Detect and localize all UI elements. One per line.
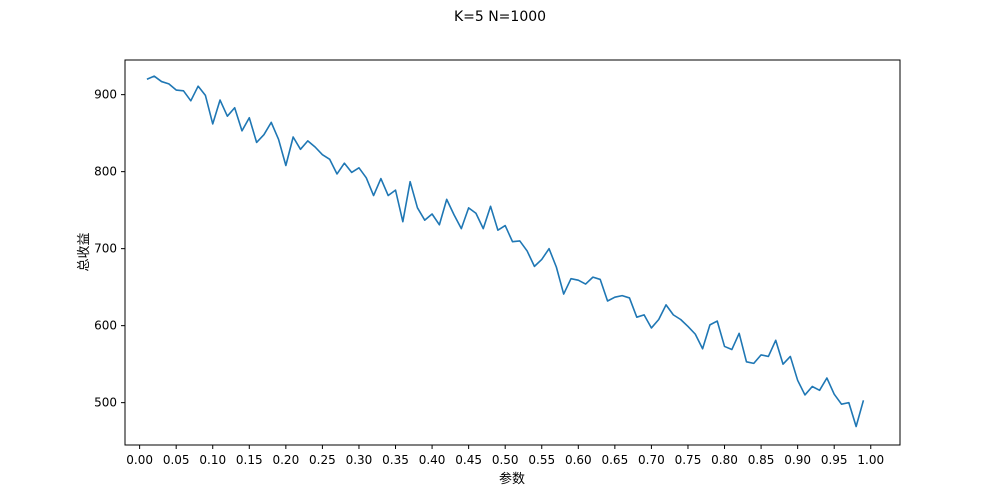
- x-tick-label: 0.00: [126, 453, 153, 467]
- x-tick-label: 0.05: [163, 453, 190, 467]
- x-tick-label: 0.35: [382, 453, 409, 467]
- x-tick-label: 0.45: [455, 453, 482, 467]
- x-tick-label: 0.10: [199, 453, 226, 467]
- x-tick-label: 0.95: [821, 453, 848, 467]
- x-tick-label: 0.55: [528, 453, 555, 467]
- y-tick-label: 800: [94, 165, 117, 179]
- y-tick-label: 500: [94, 396, 117, 410]
- x-tick-label: 1.00: [857, 453, 884, 467]
- x-axis: 0.00 0.05 0.10 0.15 0.20 0.25 0.30 0.35 0.40 0.45…: [126, 445, 884, 467]
- x-tick-label: 0.70: [638, 453, 665, 467]
- x-tick-label: 0.15: [236, 453, 263, 467]
- x-tick-label: 0.30: [346, 453, 373, 467]
- chart-title: K=5 N=1000: [454, 9, 546, 25]
- x-axis-label: 参数: [499, 471, 525, 487]
- x-tick-label: 0.60: [565, 453, 592, 467]
- x-tick-label: 0.40: [419, 453, 446, 467]
- x-tick-label: 0.90: [784, 453, 811, 467]
- plot-area-frame: [124, 59, 901, 446]
- x-tick-label: 0.85: [748, 453, 775, 467]
- x-tick-label: 0.80: [711, 453, 738, 467]
- x-tick-label: 0.25: [309, 453, 336, 467]
- x-tick-label: 0.65: [601, 453, 628, 467]
- y-tick-label: 900: [94, 88, 117, 102]
- x-tick-label: 0.20: [272, 453, 299, 467]
- x-tick-label: 0.50: [492, 453, 519, 467]
- y-axis-label: 总收益: [77, 232, 92, 271]
- series-line: [146, 75, 865, 428]
- x-tick-label: 0.75: [675, 453, 702, 467]
- y-tick-label: 600: [94, 319, 117, 333]
- y-axis: 500 600 700 800 900: [94, 88, 125, 410]
- y-tick-label: 700: [94, 242, 117, 256]
